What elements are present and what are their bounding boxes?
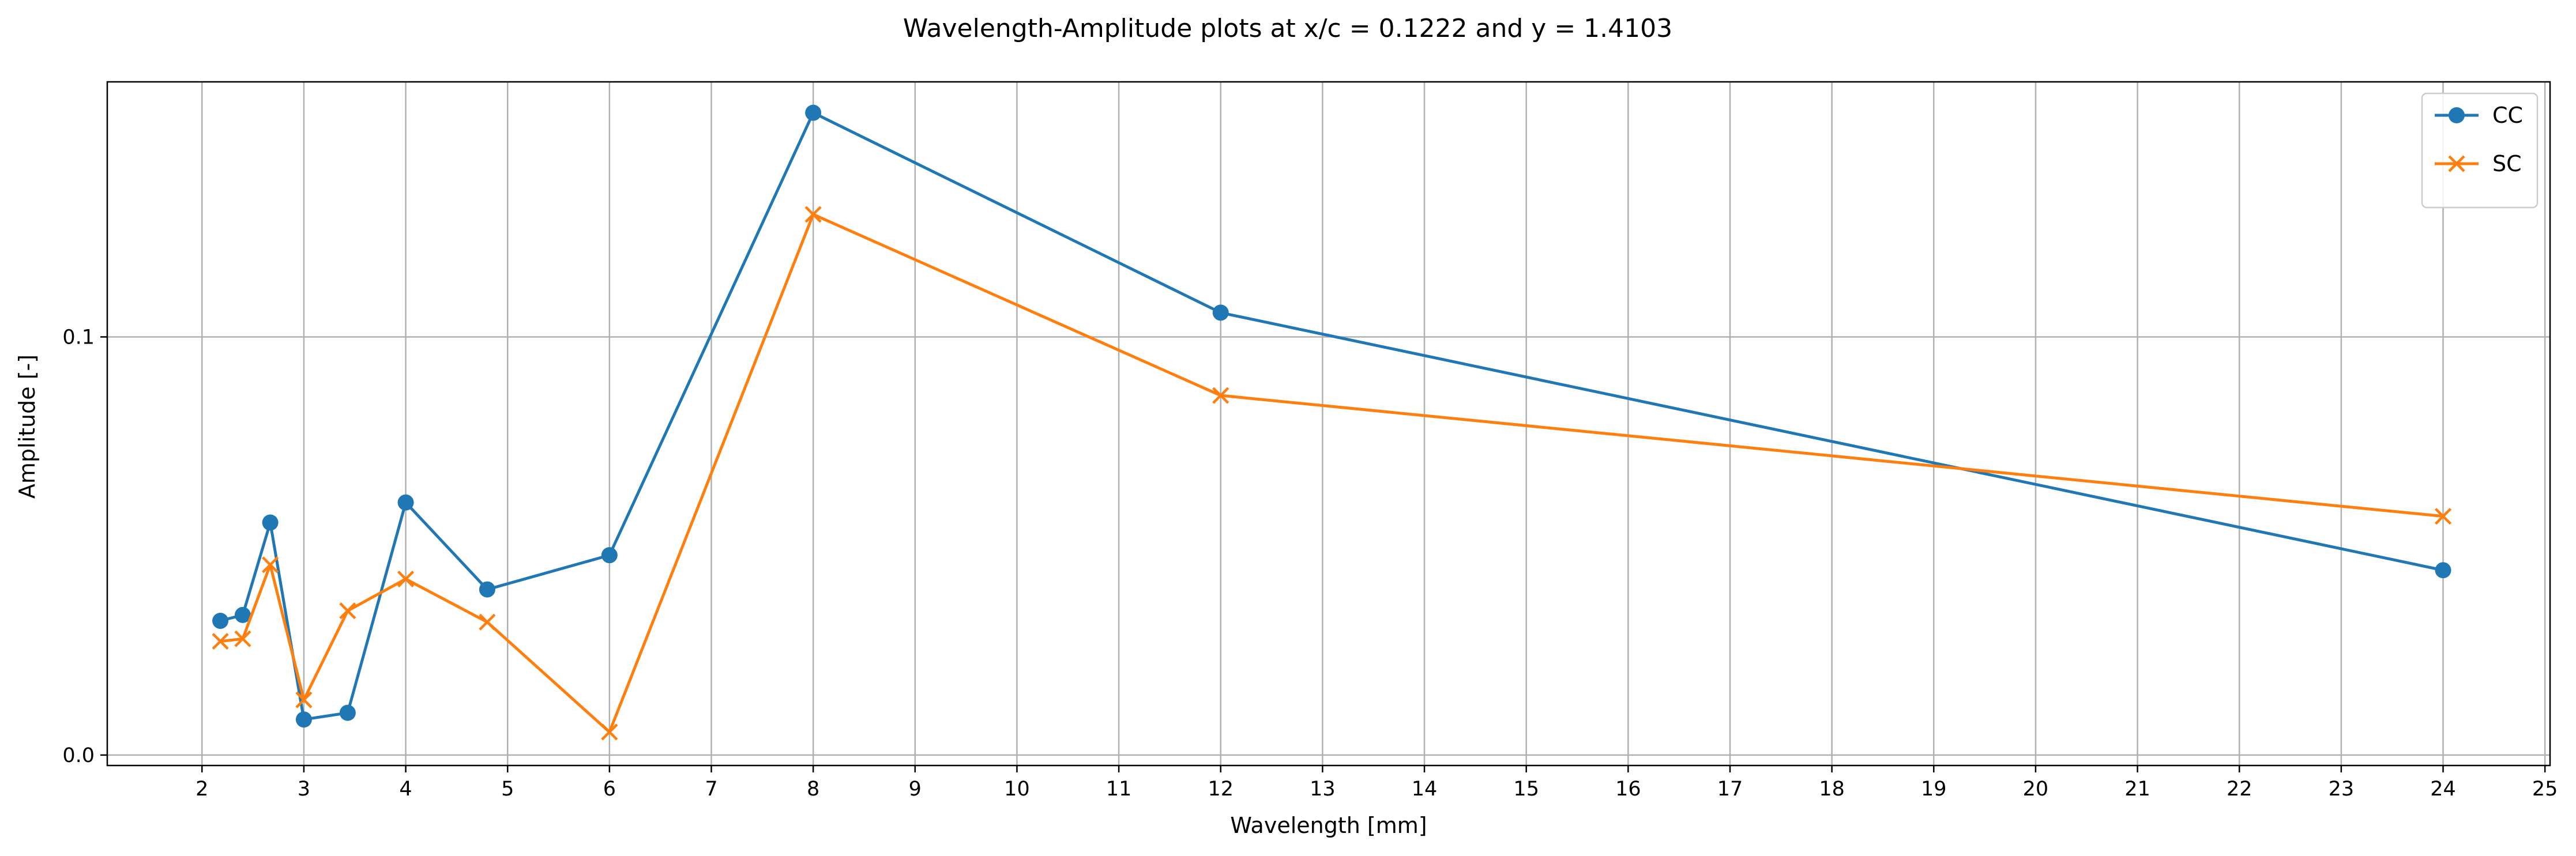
x-tick-label: 2 bbox=[195, 778, 208, 801]
plot-frame bbox=[106, 81, 2551, 767]
series-layer bbox=[212, 104, 2452, 741]
legend-label: SC bbox=[2492, 151, 2522, 176]
x-axis-label: Wavelength [mm] bbox=[1230, 813, 1427, 838]
y-axis-label: Amplitude [-] bbox=[14, 355, 40, 499]
x-tick-label: 13 bbox=[1310, 778, 1336, 801]
x-tick-label: 25 bbox=[2532, 778, 2558, 801]
y-tick-label: 0.0 bbox=[62, 744, 95, 767]
series-cc-point bbox=[1212, 304, 1229, 321]
series-cc-point bbox=[2435, 562, 2451, 579]
x-tick-label: 7 bbox=[705, 778, 717, 801]
series-cc-line bbox=[220, 111, 2444, 721]
legend-box bbox=[2421, 92, 2539, 209]
series-sc-point bbox=[262, 556, 279, 574]
series-sc-point bbox=[397, 570, 415, 588]
series-cc-point bbox=[212, 613, 229, 629]
x-tick-label: 10 bbox=[1004, 778, 1030, 801]
x-tick-label: 15 bbox=[1513, 778, 1539, 801]
series-sc-point bbox=[295, 691, 313, 708]
legend-item-sc: SC bbox=[2435, 151, 2522, 176]
series-sc-point bbox=[212, 632, 229, 650]
series-sc-point bbox=[479, 613, 496, 631]
series-sc-point bbox=[339, 602, 356, 620]
x-tick-label: 24 bbox=[2430, 778, 2456, 801]
series-cc-point bbox=[339, 704, 356, 721]
x-tick-label: 22 bbox=[2227, 778, 2252, 801]
series-sc-point bbox=[234, 630, 251, 647]
x-tick-label: 23 bbox=[2329, 778, 2355, 801]
series-sc-point bbox=[804, 206, 822, 223]
x-tick-label: 17 bbox=[1717, 778, 1743, 801]
series-cc-point bbox=[397, 494, 414, 511]
y-axis: 0.0 0.1 bbox=[62, 326, 107, 767]
series-sc-line bbox=[220, 213, 2443, 734]
x-tick-label: 18 bbox=[1819, 778, 1845, 801]
x-tick-label: 9 bbox=[909, 778, 922, 801]
x-tick-label: 3 bbox=[298, 778, 310, 801]
series-sc-point bbox=[601, 723, 618, 741]
x-tick-label: 8 bbox=[807, 778, 819, 801]
series-sc-point bbox=[1212, 387, 1229, 404]
y-tick-label: 0.1 bbox=[62, 326, 95, 349]
x-tick-label: 14 bbox=[1412, 778, 1438, 801]
x-tick-label: 16 bbox=[1615, 778, 1641, 801]
series-cc-point bbox=[479, 581, 495, 598]
legend-label: CC bbox=[2492, 103, 2523, 128]
x-tick-label: 20 bbox=[2023, 778, 2049, 801]
x-tick-label: 11 bbox=[1106, 778, 1132, 801]
grid bbox=[107, 82, 2550, 766]
series-cc-point bbox=[234, 606, 251, 623]
x-tick-label: 4 bbox=[399, 778, 412, 801]
x-tick-label: 12 bbox=[1208, 778, 1234, 801]
x-tick-label: 5 bbox=[501, 778, 514, 801]
chart-title: Wavelength-Amplitude plots at x/c = 0.12… bbox=[903, 14, 1672, 43]
x-tick-label: 6 bbox=[603, 778, 616, 801]
x-tick-label: 21 bbox=[2124, 778, 2150, 801]
legend-marker bbox=[2448, 155, 2465, 172]
legend: CC SC bbox=[2421, 92, 2539, 209]
legend-item-cc: CC bbox=[2435, 103, 2523, 128]
series-cc-point bbox=[295, 711, 312, 728]
series-sc-point bbox=[2434, 508, 2452, 525]
series-cc-point bbox=[601, 547, 618, 564]
x-tick-label: 19 bbox=[1921, 778, 1947, 801]
legend-marker bbox=[2449, 107, 2465, 123]
series-cc-point bbox=[805, 104, 822, 121]
x-axis: 2 3 4 5 6 7 8 9 10 11 12 13 14 15 16 17 18 19 20 21 22 23 24 25 bbox=[195, 766, 2558, 801]
series-cc-point bbox=[262, 514, 279, 531]
